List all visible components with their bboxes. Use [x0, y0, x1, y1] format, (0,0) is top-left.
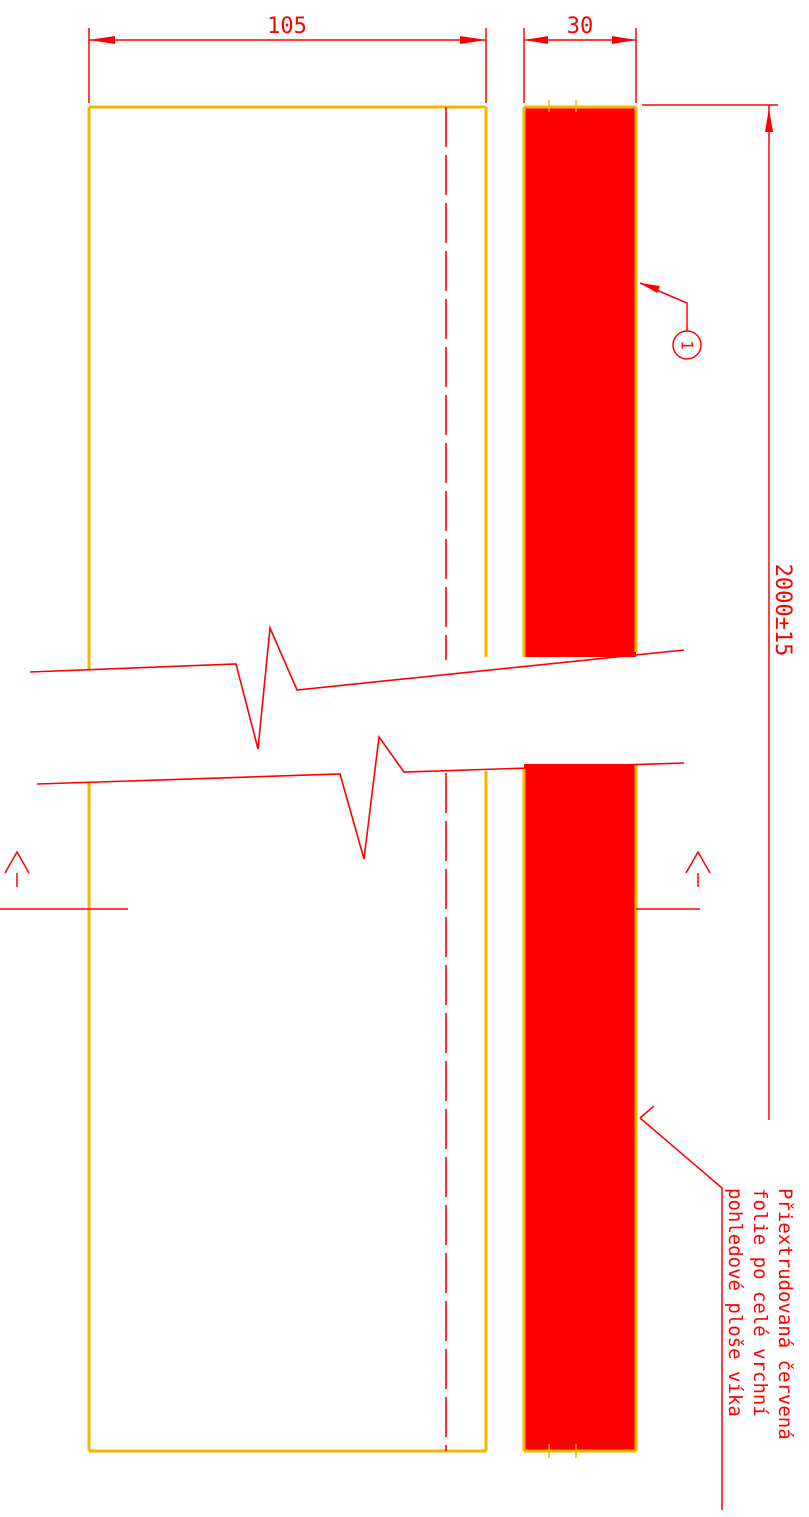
- dimension-depth-label: 30: [567, 14, 594, 39]
- dimension-length: [642, 104, 778, 1120]
- break-line-lower: [36, 734, 685, 860]
- note-line-1: Přiextrudovaná červená: [774, 1188, 796, 1440]
- red-foil-lower: [524, 764, 636, 1451]
- item-callout: [639, 282, 702, 360]
- note-line-2: folie po celé vrchní: [749, 1188, 771, 1417]
- note-leader-tick: [639, 1105, 655, 1119]
- note-leader: [639, 1105, 723, 1510]
- front-view: [87, 105, 488, 1453]
- dimension-width-label: 105: [267, 14, 307, 39]
- side-view: [522, 100, 638, 1458]
- section-arrow-left: [4, 850, 30, 874]
- red-foil-upper: [524, 107, 636, 657]
- item-callout-balloon: [672, 330, 702, 360]
- section-mark-left: [0, 850, 128, 910]
- item-callout-leader: [639, 282, 688, 331]
- item-callout-number: 1: [678, 340, 697, 350]
- dimension-length-label: 2000±15: [770, 564, 795, 657]
- dimension-depth-arrow-left: [524, 36, 548, 44]
- section-mark-right: [636, 850, 711, 910]
- dimension-width-arrow-right: [460, 36, 486, 44]
- dimension-width: [88, 28, 487, 103]
- break-line-upper: [29, 624, 685, 750]
- dimension-depth-arrow-right: [612, 36, 636, 44]
- dimension-depth: [523, 28, 637, 103]
- item-callout-arrow: [640, 283, 660, 293]
- dimension-width-arrow-left: [89, 36, 115, 44]
- note-leader-line: [639, 1117, 723, 1510]
- break-lines: [29, 624, 685, 860]
- section-arrow-right: [685, 850, 711, 874]
- note-line-3: pohledové ploše víka: [724, 1188, 746, 1417]
- dimension-length-arrow-top: [765, 108, 773, 132]
